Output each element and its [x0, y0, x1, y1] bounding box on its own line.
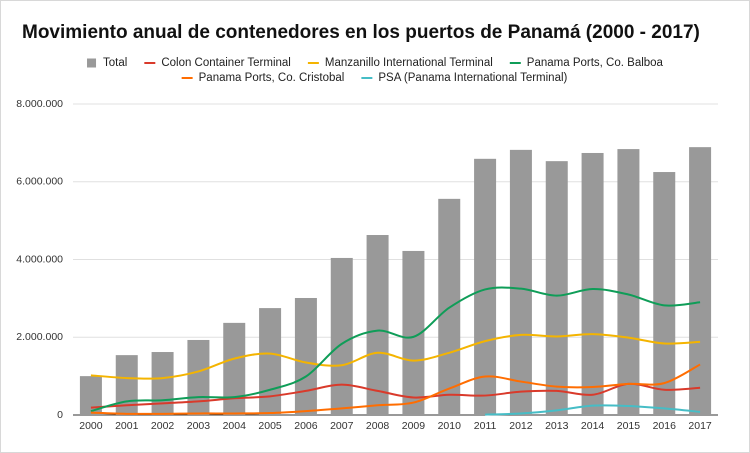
bar	[653, 172, 676, 415]
line	[90, 382, 701, 409]
line	[90, 363, 701, 415]
line	[485, 404, 701, 416]
x-tick-label: 2017	[688, 420, 712, 432]
y-tick-label: 8.000.000	[16, 98, 63, 110]
x-tick-label: 2000	[79, 420, 103, 432]
bar	[187, 339, 210, 415]
x-tick-label: 2009	[402, 420, 426, 432]
bar	[366, 235, 389, 415]
x-tick-label: 2014	[581, 420, 605, 432]
x-tick-label: 2007	[330, 420, 354, 432]
bar	[223, 322, 246, 415]
y-tick-label: 0	[57, 409, 63, 421]
x-tick-label: 2010	[438, 420, 462, 432]
bar	[509, 149, 532, 415]
legend-label: Colon Container Terminal	[161, 57, 291, 69]
x-tick-label: 2001	[115, 420, 139, 432]
bar	[402, 250, 425, 415]
bar	[294, 297, 317, 415]
chart-title: Movimiento anual de contenedores en los …	[22, 22, 700, 43]
y-tick-label: 4.000.000	[16, 253, 63, 265]
x-tick-label: 2013	[545, 420, 569, 432]
x-tick-label: 2015	[617, 420, 641, 432]
bar	[474, 158, 497, 415]
x-tick-label: 2016	[653, 420, 677, 432]
x-tick-label: 2006	[294, 420, 318, 432]
legend-label: Panama Ports, Co. Balboa	[527, 57, 664, 69]
line	[90, 286, 701, 413]
x-tick-label: 2004	[223, 420, 247, 432]
x-tick-label: 2005	[258, 420, 282, 432]
line	[90, 333, 701, 380]
bar	[151, 352, 174, 415]
x-tick-label: 2002	[151, 420, 175, 432]
legend-label: Panama Ports, Co. Cristobal	[199, 72, 345, 84]
x-tick-label: 2012	[509, 420, 533, 432]
x-tick-label: 2008	[366, 420, 390, 432]
x-tick-label: 2011	[474, 420, 497, 432]
y-tick-label: 2.000.000	[16, 331, 63, 343]
legend-swatch	[87, 58, 97, 68]
bar	[330, 257, 353, 415]
legend-label: PSA (Panama International Terminal)	[378, 72, 567, 84]
bar	[79, 376, 102, 415]
legend-label: Total	[103, 57, 127, 69]
legend-label: Manzanillo International Terminal	[325, 57, 493, 69]
bar	[617, 149, 640, 415]
y-tick-label: 6.000.000	[16, 176, 63, 188]
bar	[689, 147, 712, 415]
bar	[545, 161, 568, 415]
x-tick-label: 2003	[187, 420, 211, 432]
bar	[259, 308, 282, 415]
bar	[581, 152, 604, 416]
